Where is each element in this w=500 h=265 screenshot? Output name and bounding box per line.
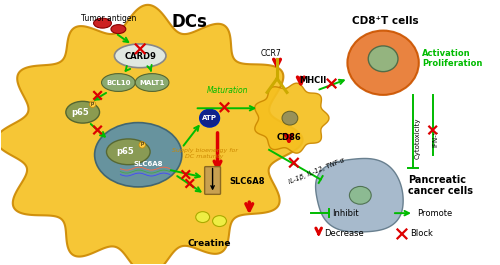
Text: P: P (140, 142, 144, 147)
Text: Decrease: Decrease (324, 229, 364, 239)
Text: Activation
Proliferation: Activation Proliferation (422, 49, 482, 68)
Ellipse shape (350, 187, 371, 204)
Text: p65: p65 (71, 108, 88, 117)
Polygon shape (255, 83, 329, 153)
Text: MALT1: MALT1 (140, 80, 165, 86)
Ellipse shape (66, 101, 100, 123)
Ellipse shape (102, 74, 135, 91)
Text: MHCII: MHCII (299, 76, 326, 85)
Text: Inhibit: Inhibit (332, 209, 359, 218)
Text: Pancreatic
cancer cells: Pancreatic cancer cells (408, 175, 473, 196)
Text: ATP: ATP (202, 115, 217, 121)
Text: Tumor antigen: Tumor antigen (81, 14, 136, 23)
Text: IL-1β, IL-12, TNF-α: IL-1β, IL-12, TNF-α (288, 157, 346, 185)
Text: IFN-γ: IFN-γ (432, 129, 438, 147)
Ellipse shape (135, 74, 169, 91)
Ellipse shape (196, 212, 209, 223)
Polygon shape (316, 158, 403, 232)
Text: Cytotoxicity: Cytotoxicity (415, 117, 421, 159)
Ellipse shape (111, 25, 126, 34)
Text: Creatine: Creatine (188, 239, 232, 248)
Text: SLC6A8: SLC6A8 (230, 177, 265, 186)
Text: SLC6A8: SLC6A8 (134, 161, 163, 167)
Text: P: P (91, 102, 94, 107)
Text: CD86: CD86 (277, 133, 302, 142)
Text: p65: p65 (116, 147, 134, 156)
Text: Supply bioenergy for
DC maturity: Supply bioenergy for DC maturity (172, 148, 237, 159)
Ellipse shape (348, 30, 419, 95)
Text: DCs: DCs (172, 13, 208, 31)
Ellipse shape (212, 216, 226, 227)
Text: CCR7: CCR7 (260, 49, 281, 58)
Ellipse shape (94, 18, 112, 28)
Text: CD8⁺T cells: CD8⁺T cells (352, 16, 418, 26)
Ellipse shape (282, 111, 298, 125)
Text: CARD9: CARD9 (124, 52, 156, 61)
Ellipse shape (106, 139, 150, 165)
FancyBboxPatch shape (204, 167, 220, 194)
Ellipse shape (114, 44, 166, 68)
Polygon shape (0, 5, 302, 265)
Ellipse shape (200, 109, 220, 127)
Text: Maturation: Maturation (206, 86, 248, 95)
Text: Promote: Promote (417, 209, 452, 218)
Ellipse shape (368, 46, 398, 72)
Text: BCL10: BCL10 (106, 80, 130, 86)
Ellipse shape (94, 123, 182, 187)
Text: Block: Block (410, 229, 433, 239)
